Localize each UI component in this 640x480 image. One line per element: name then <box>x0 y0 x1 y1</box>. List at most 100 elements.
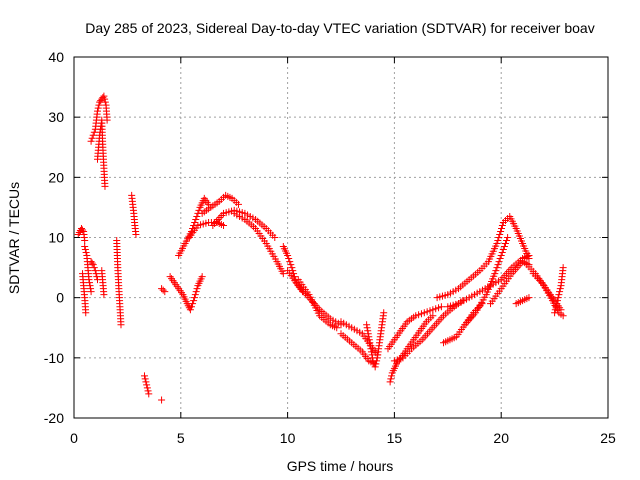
data-point <box>132 230 140 238</box>
data-point <box>432 305 440 313</box>
data-point <box>95 101 103 109</box>
data-point <box>187 303 195 311</box>
data-point <box>81 243 89 251</box>
data-point <box>494 237 502 245</box>
data-point <box>288 264 296 272</box>
data-point <box>158 285 166 293</box>
y-tick-label: -20 <box>44 410 64 426</box>
data-point <box>551 306 559 314</box>
data-point <box>366 342 374 350</box>
data-point <box>363 324 371 332</box>
data-point <box>494 261 502 269</box>
data-point <box>497 252 505 260</box>
data-point <box>386 378 394 386</box>
data-point <box>100 291 108 299</box>
data-point <box>373 357 381 365</box>
y-tick-label: 40 <box>48 49 64 65</box>
data-point <box>555 291 563 299</box>
data-point <box>145 390 153 398</box>
data-point <box>559 264 567 272</box>
x-tick-label: 25 <box>600 430 616 446</box>
x-tick-label: 20 <box>493 430 509 446</box>
data-point <box>190 297 198 305</box>
data-point <box>551 309 559 317</box>
data-point <box>91 267 99 275</box>
data-point <box>423 308 431 316</box>
data-point <box>556 285 564 293</box>
data-point <box>393 356 401 364</box>
data-point <box>82 249 90 257</box>
data-point <box>158 396 166 404</box>
x-tick-label: 15 <box>387 430 403 446</box>
data-point <box>388 372 396 380</box>
data-point <box>284 252 292 260</box>
data-point <box>198 273 206 281</box>
data-point <box>367 348 375 356</box>
data-point <box>161 288 169 296</box>
data-points <box>74 92 567 404</box>
data-point <box>143 381 151 389</box>
data-point <box>504 234 512 241</box>
data-point <box>364 327 372 335</box>
data-point <box>429 306 437 314</box>
data-point <box>191 218 199 226</box>
data-point <box>437 303 445 311</box>
data-point <box>189 300 197 308</box>
data-point <box>87 285 95 293</box>
data-point <box>190 294 198 302</box>
data-point <box>365 333 373 341</box>
data-point <box>100 92 108 100</box>
data-point <box>525 255 533 263</box>
data-point <box>412 312 420 320</box>
data-point <box>493 264 501 272</box>
data-point <box>191 291 199 299</box>
data-point <box>193 285 201 293</box>
data-point <box>89 261 97 269</box>
data-point <box>366 339 374 347</box>
y-axis-label: SDTVAR / TECUs <box>6 182 22 294</box>
data-point <box>367 345 375 353</box>
data-point <box>498 221 506 229</box>
data-point <box>396 355 404 363</box>
data-point <box>287 261 295 269</box>
data-point <box>85 276 93 284</box>
data-point <box>144 387 152 395</box>
data-point <box>140 372 148 380</box>
data-point <box>141 375 149 383</box>
data-point <box>372 360 380 368</box>
data-point <box>371 363 379 371</box>
data-point <box>363 321 371 329</box>
data-point <box>553 297 561 305</box>
data-point <box>429 312 437 320</box>
chart-title: Day 285 of 2023, Sidereal Day-to-day VTE… <box>85 20 594 36</box>
data-point <box>192 288 200 296</box>
data-point <box>85 279 93 287</box>
data-point <box>93 107 101 115</box>
data-point <box>87 137 95 145</box>
data-point <box>495 258 503 266</box>
data-point <box>89 131 97 139</box>
data-point <box>79 226 87 234</box>
data-point <box>390 357 398 365</box>
data-point <box>495 234 503 241</box>
data-point <box>556 288 564 296</box>
data-point <box>553 300 561 308</box>
data-point <box>492 267 500 275</box>
x-tick-label: 5 <box>177 430 185 446</box>
data-point <box>101 95 109 103</box>
data-point <box>364 330 372 338</box>
data-point <box>420 309 428 317</box>
x-tick-label: 0 <box>70 430 78 446</box>
data-point <box>279 270 287 278</box>
data-point <box>192 215 200 223</box>
data-point <box>496 230 504 238</box>
y-tick-label: 30 <box>48 109 64 125</box>
data-point <box>271 234 279 241</box>
data-point <box>503 237 511 245</box>
data-point <box>99 94 107 102</box>
data-point <box>365 336 373 344</box>
data-point <box>159 286 167 294</box>
data-point <box>552 303 560 311</box>
data-point <box>286 258 294 266</box>
